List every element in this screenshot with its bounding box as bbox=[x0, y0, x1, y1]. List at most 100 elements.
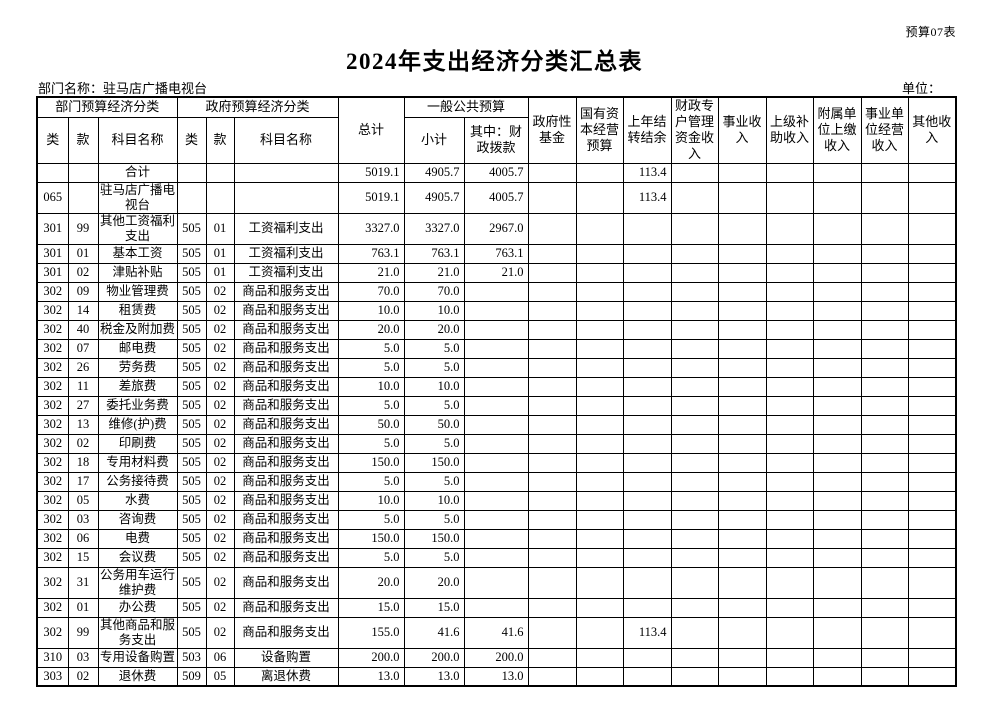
cell-gpb-subtotal: 10.0 bbox=[403, 300, 465, 321]
cell-gov-class-code: 505 bbox=[176, 597, 207, 618]
page-title: 2024年支出经济分类汇总表 bbox=[346, 49, 643, 74]
cell-business-income bbox=[717, 162, 767, 183]
cell-affiliated-unit-income bbox=[812, 616, 862, 649]
cell-gpb-fiscal-allocation: 2967.0 bbox=[463, 212, 529, 245]
cell-gov-subclass-code: 02 bbox=[205, 528, 235, 549]
cell-gov-class-code: 509 bbox=[176, 666, 207, 687]
cell-state-capital-budget bbox=[575, 357, 624, 378]
cell-other-income bbox=[907, 395, 957, 416]
cell-institution-operating-income bbox=[860, 243, 909, 264]
cell-dept-subclass-code: 02 bbox=[67, 262, 99, 283]
table-row: 302 27 委托业务费 505 02 商品和服务支出 5.0 5.0 bbox=[36, 395, 957, 416]
cell-institution-operating-income bbox=[860, 509, 909, 530]
cell-gpb-subtotal: 200.0 bbox=[403, 647, 465, 668]
cell-dept-item-name: 物业管理费 bbox=[97, 281, 178, 302]
cell-dept-subclass-code: 02 bbox=[67, 433, 99, 454]
cell-business-income bbox=[717, 243, 767, 264]
cell-gov-class-code: 505 bbox=[176, 357, 207, 378]
cell-gpb-fiscal-allocation: 4005.7 bbox=[463, 181, 529, 214]
cell-gpb-subtotal: 763.1 bbox=[403, 243, 465, 264]
cell-gov-item-name: 设备购置 bbox=[233, 647, 339, 668]
cell-prev-year-carryover bbox=[622, 300, 672, 321]
cell-other-income bbox=[907, 616, 957, 649]
cell-gov-class-code: 505 bbox=[176, 509, 207, 530]
cell-superior-subsidy-income bbox=[765, 281, 814, 302]
cell-affiliated-unit-income bbox=[812, 319, 862, 340]
cell-gov-class-code: 503 bbox=[176, 647, 207, 668]
cell-state-capital-budget bbox=[575, 243, 624, 264]
cell-total: 5019.1 bbox=[337, 181, 405, 214]
cell-gov-subclass-code: 02 bbox=[205, 566, 235, 599]
cell-affiliated-unit-income bbox=[812, 414, 862, 435]
cell-gov-item-name: 工资福利支出 bbox=[233, 262, 339, 283]
cell-dept-subclass-code: 40 bbox=[67, 319, 99, 340]
cell-dept-subclass-code: 99 bbox=[67, 212, 99, 245]
cell-business-income bbox=[717, 666, 767, 687]
table-row: 302 18 专用材料费 505 02 商品和服务支出 150.0 150.0 bbox=[36, 452, 957, 473]
cell-other-income bbox=[907, 243, 957, 264]
cell-affiliated-unit-income bbox=[812, 376, 862, 397]
cell-gov-class-code bbox=[176, 162, 207, 183]
cell-institution-operating-income bbox=[860, 262, 909, 283]
cell-gov-fund bbox=[527, 281, 577, 302]
cell-special-account-income bbox=[670, 212, 719, 245]
cell-superior-subsidy-income bbox=[765, 433, 814, 454]
cell-dept-subclass-code: 26 bbox=[67, 357, 99, 378]
cell-total: 5.0 bbox=[337, 471, 405, 492]
cell-gov-item-name: 离退休费 bbox=[233, 666, 339, 687]
cell-other-income bbox=[907, 509, 957, 530]
cell-dept-item-name: 办公费 bbox=[97, 597, 178, 618]
cell-dept-class-code: 303 bbox=[36, 666, 69, 687]
cell-business-income bbox=[717, 181, 767, 214]
cell-institution-operating-income bbox=[860, 300, 909, 321]
cell-other-income bbox=[907, 414, 957, 435]
cell-special-account-income bbox=[670, 452, 719, 473]
table-row: 合计 5019.1 4905.7 4005.7 113.4 bbox=[36, 162, 957, 183]
cell-special-account-income bbox=[670, 528, 719, 549]
cell-gov-subclass-code: 02 bbox=[205, 357, 235, 378]
cell-gpb-subtotal: 5.0 bbox=[403, 338, 465, 359]
cell-gov-class-code: 505 bbox=[176, 395, 207, 416]
cell-total: 13.0 bbox=[337, 666, 405, 687]
cell-gov-item-name: 商品和服务支出 bbox=[233, 471, 339, 492]
cell-business-income bbox=[717, 281, 767, 302]
cell-dept-item-name: 合计 bbox=[97, 162, 178, 183]
cell-superior-subsidy-income bbox=[765, 509, 814, 530]
cell-other-income bbox=[907, 212, 957, 245]
cell-gov-fund bbox=[527, 509, 577, 530]
cell-other-income bbox=[907, 357, 957, 378]
cell-superior-subsidy-income bbox=[765, 566, 814, 599]
cell-special-account-income bbox=[670, 616, 719, 649]
cell-gov-item-name: 商品和服务支出 bbox=[233, 528, 339, 549]
cell-special-account-income bbox=[670, 376, 719, 397]
cell-dept-class-code: 301 bbox=[36, 243, 69, 264]
cell-gpb-subtotal: 5.0 bbox=[403, 357, 465, 378]
cell-gov-fund bbox=[527, 376, 577, 397]
cell-institution-operating-income bbox=[860, 319, 909, 340]
cell-gov-fund bbox=[527, 616, 577, 649]
cell-dept-class-code: 065 bbox=[36, 181, 69, 214]
cell-dept-class-code: 302 bbox=[36, 357, 69, 378]
cell-institution-operating-income bbox=[860, 597, 909, 618]
cell-state-capital-budget bbox=[575, 338, 624, 359]
cell-gpb-subtotal: 150.0 bbox=[403, 528, 465, 549]
cell-gov-subclass-code: 01 bbox=[205, 262, 235, 283]
subheader-dept-item-name: 科目名称 bbox=[97, 116, 178, 164]
cell-business-income bbox=[717, 452, 767, 473]
header-other-income: 其他收入 bbox=[907, 96, 957, 164]
cell-affiliated-unit-income bbox=[812, 212, 862, 245]
cell-gov-fund bbox=[527, 262, 577, 283]
cell-superior-subsidy-income bbox=[765, 376, 814, 397]
cell-state-capital-budget bbox=[575, 616, 624, 649]
cell-affiliated-unit-income bbox=[812, 647, 862, 668]
cell-dept-item-name: 会议费 bbox=[97, 547, 178, 568]
cell-state-capital-budget bbox=[575, 212, 624, 245]
cell-gov-fund bbox=[527, 300, 577, 321]
cell-state-capital-budget bbox=[575, 162, 624, 183]
table-row: 310 03 专用设备购置 503 06 设备购置 200.0 200.0 200.0 bbox=[36, 647, 957, 668]
cell-total: 200.0 bbox=[337, 647, 405, 668]
cell-state-capital-budget bbox=[575, 262, 624, 283]
department-name: 部门名称：驻马店广播电视台 bbox=[38, 81, 208, 96]
cell-dept-subclass-code: 01 bbox=[67, 597, 99, 618]
cell-dept-subclass-code: 02 bbox=[67, 666, 99, 687]
